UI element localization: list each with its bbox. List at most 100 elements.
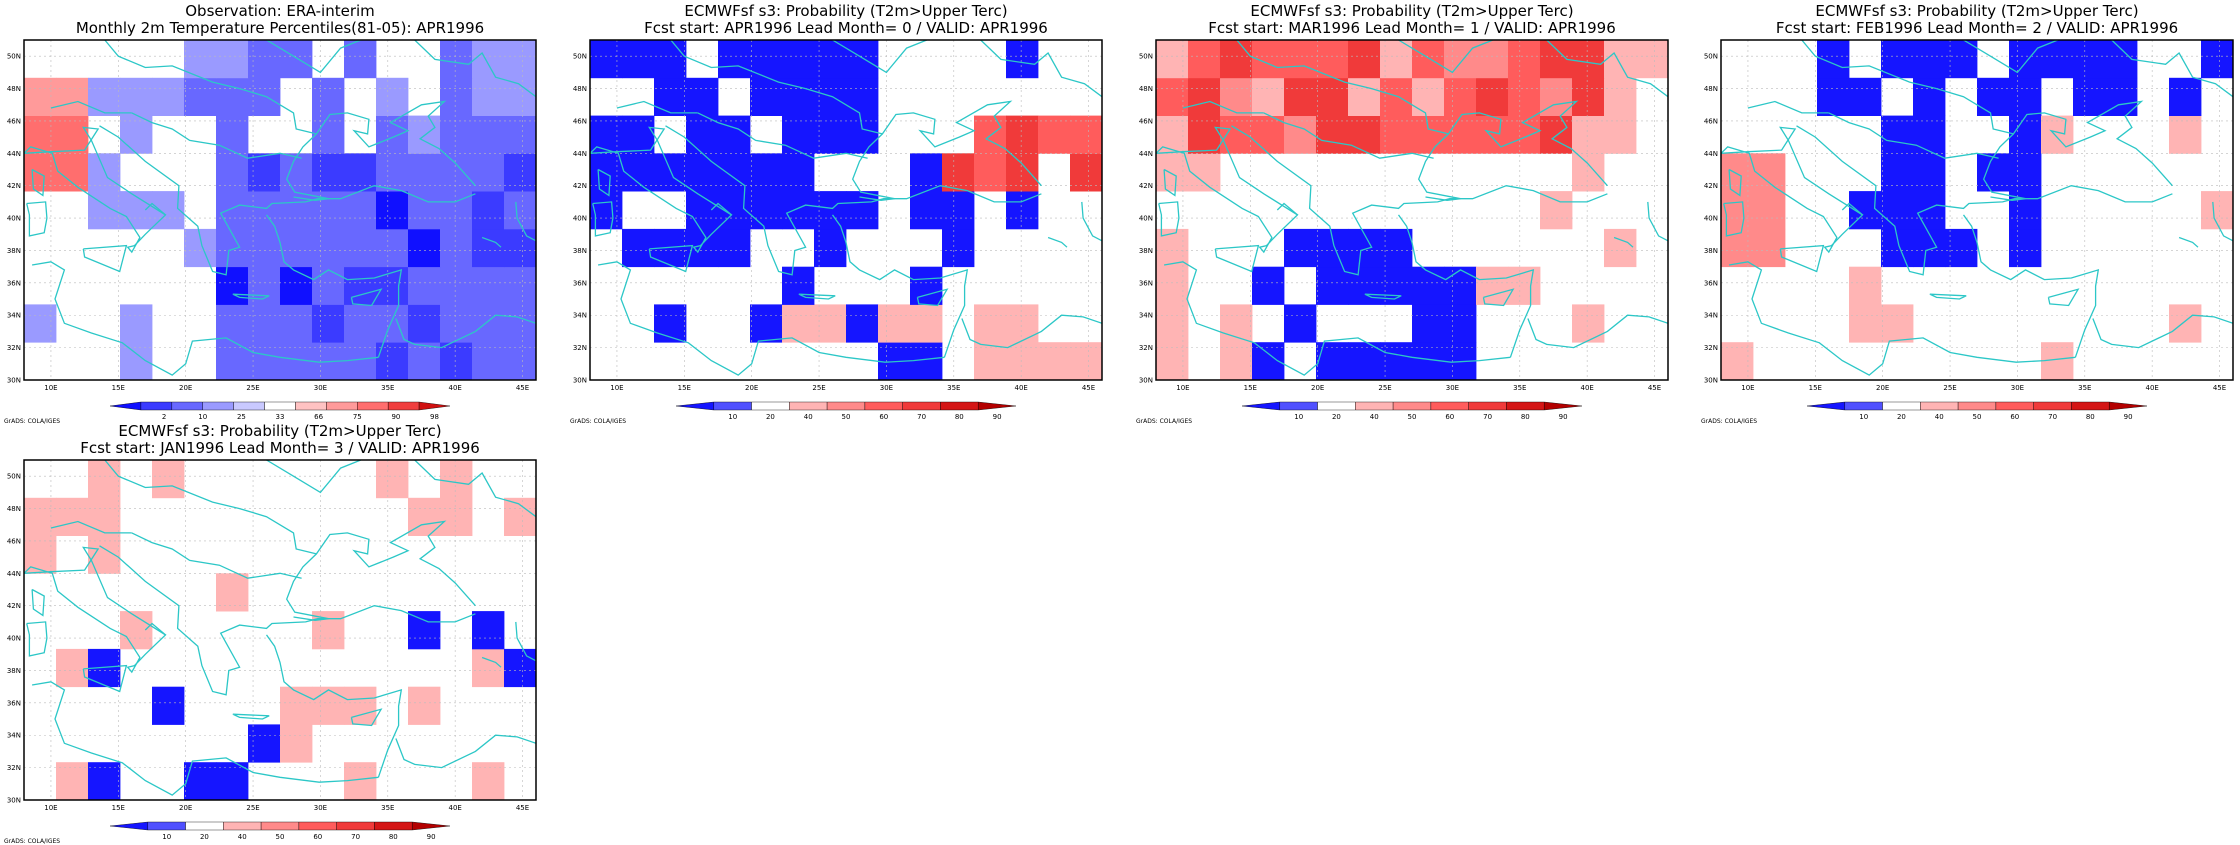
grid-cell [1220, 304, 1253, 343]
coastline [515, 621, 536, 662]
grid-cell [1220, 342, 1253, 380]
grid-cell [910, 304, 943, 343]
grid-cell [1508, 77, 1541, 116]
colorbar-swatch [1279, 401, 1318, 411]
coastline [710, 202, 732, 216]
grid-cell [974, 153, 1007, 192]
grid-cell [440, 460, 473, 499]
grid-cell [120, 77, 153, 116]
lon-tick-label: 40E [448, 804, 461, 812]
grid-cell [782, 266, 815, 305]
coastlines [1156, 40, 1668, 376]
colorbar-swatch [1430, 401, 1469, 411]
grid-cell [440, 115, 473, 154]
coastline [1081, 201, 1102, 242]
grid-cell [1540, 191, 1573, 230]
coastline [24, 546, 167, 674]
coastline [1527, 314, 1668, 349]
coastline [1546, 40, 1668, 98]
coastline [131, 112, 302, 159]
grid-cell [88, 497, 121, 536]
grid-cell [312, 153, 345, 192]
colorbar-label: 90 [2124, 413, 2133, 421]
coastline [1841, 202, 1863, 216]
grid-cell [1444, 77, 1477, 116]
colorbar-label: 40 [1935, 413, 1944, 421]
coastline [414, 460, 536, 518]
lon-tick-label: 10E [1741, 384, 1754, 392]
colorbar [1806, 401, 2148, 411]
panel-title-line2: Monthly 2m Temperature Percentiles(81-05… [75, 19, 485, 37]
grid-cell [718, 115, 751, 154]
panel-title-line2: Fcst start: APR1996 Lead Month= 0 / VALI… [644, 19, 1048, 37]
coastline [104, 40, 317, 135]
grid-cell [344, 304, 377, 343]
coastline [414, 40, 536, 98]
lat-tick-label: 32N [573, 344, 587, 352]
axis-tick-labels: 10E 15E 20E 25E 30E 35E 40E 45E 30N 32N 34N 36N 38N 4… [573, 53, 1095, 392]
grid-cell [408, 611, 441, 650]
lon-tick-label: 40E [448, 384, 461, 392]
coastline [1364, 293, 1402, 300]
lon-tick-label: 35E [1513, 384, 1526, 392]
grid-cell [408, 686, 441, 725]
grid-cell [1038, 115, 1071, 154]
lat-tick-label: 42N [7, 182, 21, 190]
grid-cell [152, 77, 185, 116]
grid-cell [376, 342, 409, 380]
lat-tick-label: 34N [7, 732, 21, 740]
coastline [265, 634, 403, 778]
grid-cell [1070, 115, 1102, 154]
grid-cell [344, 40, 377, 79]
lat-tick-label: 36N [573, 279, 587, 287]
lat-tick-label: 34N [573, 312, 587, 320]
grid-cell [1284, 228, 1317, 268]
grid-cell [1913, 191, 1946, 230]
grid-cell [24, 304, 57, 343]
lat-tick-label: 46N [1139, 117, 1153, 125]
coastline [1828, 112, 1999, 159]
grid-cell [814, 115, 847, 154]
colorbar-swatch [1920, 401, 1959, 411]
coastline [1721, 126, 1864, 254]
lat-tick-label: 42N [1139, 182, 1153, 190]
grid-cell [1188, 115, 1221, 154]
grid-cell [1913, 115, 1946, 154]
grid-cell [1444, 304, 1477, 343]
lon-tick-label: 30E [2011, 384, 2024, 392]
colorbar-label: 90 [1559, 413, 1568, 421]
colorbar-swatch [1317, 401, 1356, 411]
grid-cell [1252, 266, 1285, 305]
grid-cell [750, 153, 783, 192]
coastline [395, 734, 536, 769]
grid-cell [782, 304, 815, 343]
grid-cell [1070, 342, 1102, 380]
colorbar-label: 50 [1408, 413, 1417, 421]
grid-cell [216, 115, 249, 154]
grid-cell [942, 191, 975, 230]
grid-cell [622, 40, 655, 79]
grid-cell [152, 460, 185, 499]
grid-cell [1604, 228, 1637, 268]
lon-tick-label: 45E [2213, 384, 2226, 392]
grid-cell [654, 153, 687, 192]
coastline [665, 125, 1042, 276]
grid-cell [1508, 40, 1541, 79]
grid-cell [1316, 342, 1349, 380]
grid-cell [1849, 304, 1882, 343]
grid-cell [1476, 115, 1509, 154]
grid-cell [344, 228, 377, 268]
colorbar-swatch [1957, 401, 1997, 411]
coastline [961, 314, 1102, 349]
grid-cell [2169, 115, 2202, 154]
coastline [597, 168, 611, 197]
colorbar-swatch [412, 821, 451, 831]
coastline [99, 545, 476, 696]
coastline [131, 532, 302, 579]
axis-tick-labels: 10E 15E 20E 25E 30E 35E 40E 45E 30N 32N 34N 36N 38N 4… [1704, 53, 2226, 392]
grid-cell [1604, 40, 1637, 79]
grid-cell [408, 266, 441, 305]
grid-cell [504, 648, 536, 688]
colorbar-swatch [1392, 401, 1432, 411]
colorbar-swatch [2109, 401, 2148, 411]
